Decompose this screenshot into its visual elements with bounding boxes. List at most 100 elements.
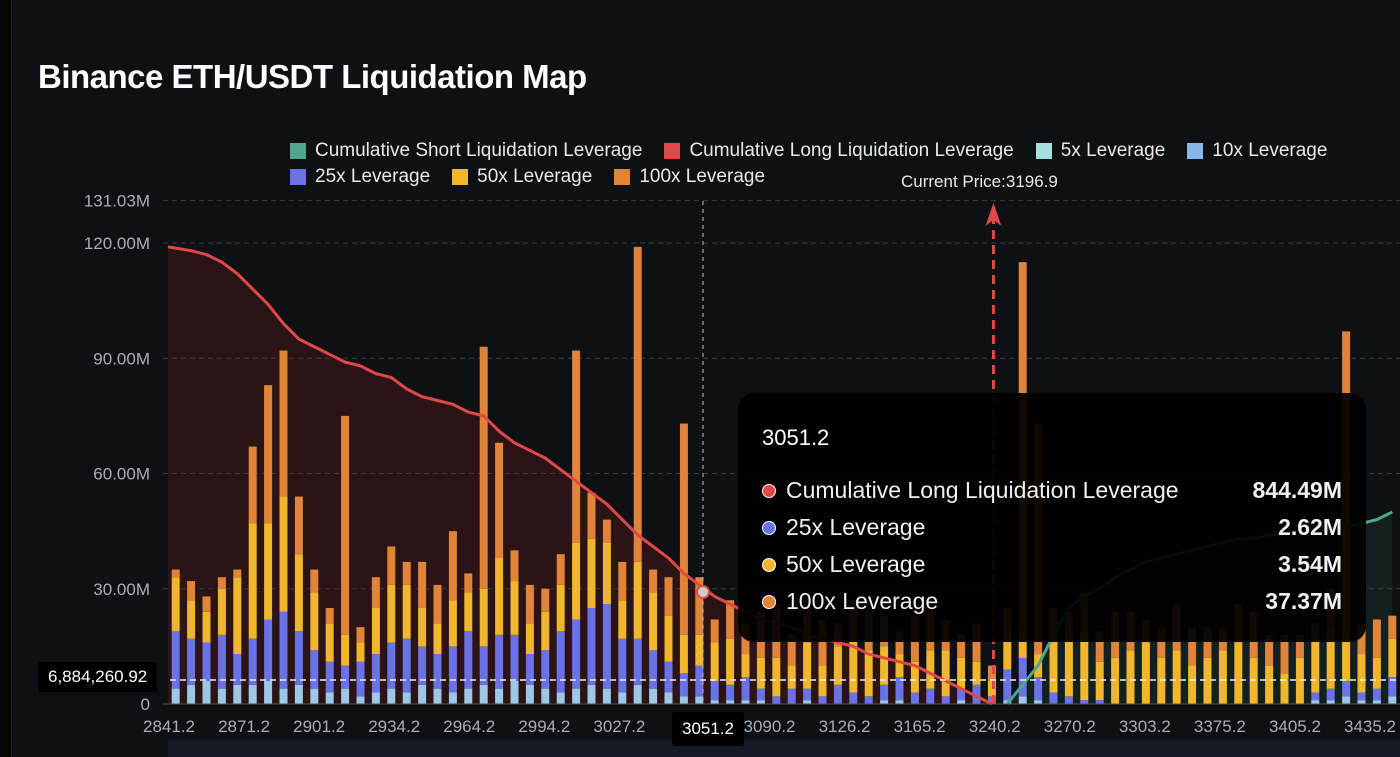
bar-segment (803, 688, 812, 701)
tooltip-row: 100x Leverage 37.37M (762, 588, 1342, 615)
bar-segment (1064, 696, 1073, 704)
bar-segment (664, 692, 673, 704)
bar-segment (756, 657, 765, 689)
bar-segment (541, 588, 550, 612)
bar-segment (448, 646, 457, 693)
legend-item[interactable]: Cumulative Short Liquidation Leverage (290, 140, 642, 162)
bar-segment (341, 665, 350, 689)
bar-segment (495, 442, 504, 559)
bar-segment (525, 584, 534, 624)
bar-segment (510, 680, 519, 704)
bar-segment (587, 538, 596, 608)
bar-segment (987, 680, 996, 697)
bar-segment (772, 696, 781, 704)
y-tick-label: 120.00M (84, 234, 150, 253)
bar-segment (264, 385, 273, 524)
bar-segment (187, 684, 196, 704)
legend-item[interactable]: 50x Leverage (452, 166, 592, 188)
bar-segment (525, 623, 534, 655)
bar-segment (664, 577, 673, 616)
series-dot-icon (762, 483, 776, 498)
bar-segment (1311, 700, 1320, 704)
legend-item[interactable]: 10x Leverage (1187, 140, 1327, 162)
bar-segment (864, 696, 873, 704)
legend-label: Cumulative Short Liquidation Leverage (315, 140, 643, 161)
bar-segment (1280, 673, 1289, 704)
bar-segment (602, 542, 611, 605)
bar-segment (587, 607, 596, 685)
bar-segment (1372, 619, 1381, 658)
x-tick-label: 3165.2 (894, 717, 946, 736)
bar-segment (941, 696, 950, 704)
bar-segment (448, 600, 457, 647)
window-edge (0, 0, 12, 757)
bar-segment (294, 554, 303, 632)
bar-segment (695, 665, 704, 697)
bar-segment (710, 700, 719, 704)
x-tick-label: 3270.2 (1044, 717, 1096, 736)
bar-segment (387, 688, 396, 704)
bar-segment (356, 642, 365, 662)
bar-segment (402, 561, 411, 585)
bar-segment (1080, 631, 1089, 701)
bar-segment (880, 700, 889, 704)
bar-segment (371, 577, 380, 608)
tooltip-value: 3.54M (1278, 551, 1342, 577)
bar-segment (1234, 642, 1243, 704)
bar-segment (1357, 623, 1366, 655)
bar-segment (880, 646, 889, 685)
bar-segment (864, 650, 873, 697)
tooltip-row: 50x Leverage 3.54M (762, 551, 1342, 578)
bar-segment (1295, 657, 1304, 704)
x-tick-label: 3027.2 (593, 717, 645, 736)
bar-segment (741, 677, 750, 701)
legend-label: 25x Leverage (315, 166, 431, 187)
legend-item[interactable]: 100x Leverage (614, 166, 765, 188)
bar-segment (325, 692, 334, 704)
bar-segment (448, 531, 457, 601)
bar-segment (433, 584, 442, 624)
legend-item[interactable]: 25x Leverage (290, 166, 430, 188)
legend-swatch (614, 169, 631, 185)
legend-swatch (452, 169, 469, 185)
legend-item[interactable]: Cumulative Long Liquidation Leverage (664, 140, 1014, 162)
y-tick-label: 90.00M (93, 349, 150, 368)
legend-item[interactable]: 5x Leverage (1035, 140, 1165, 162)
tooltip-header: 3051.2 (762, 425, 830, 450)
bar-segment (910, 661, 919, 693)
bar-segment (710, 680, 719, 701)
bar-segment (833, 684, 842, 704)
bar-segment (418, 646, 427, 685)
bar-segment (957, 634, 966, 658)
bar-segment (1295, 634, 1304, 658)
bar-segment (726, 700, 735, 704)
x-tick-label: 2871.2 (218, 717, 270, 736)
bar-segment (1203, 657, 1212, 704)
hover-point (696, 585, 710, 599)
bar-segment (1049, 638, 1058, 693)
bar-segment (941, 650, 950, 697)
bar-segment (587, 492, 596, 539)
bar-segment (633, 684, 642, 704)
bar-segment (1018, 657, 1027, 697)
bar-segment (803, 642, 812, 689)
x-tick-label: 2964.2 (443, 717, 495, 736)
bar-segment (741, 700, 750, 704)
y-tick-label: 30.00M (93, 580, 150, 599)
bar-segment (1188, 665, 1197, 704)
bar-segment (1157, 657, 1166, 704)
bar-segment (1342, 680, 1351, 697)
bar-segment (279, 611, 288, 689)
bar-segment (1357, 654, 1366, 693)
x-tick-label: 3240.2 (969, 717, 1021, 736)
bar-segment (1311, 692, 1320, 701)
bar-segment (972, 623, 981, 662)
bar-segment (248, 523, 257, 639)
bar-segment (356, 661, 365, 697)
bar-segment (1095, 700, 1104, 704)
bar-segment (187, 600, 196, 639)
bar-segment (649, 569, 658, 593)
bar-segment (479, 346, 488, 589)
bar-segment (695, 634, 704, 666)
